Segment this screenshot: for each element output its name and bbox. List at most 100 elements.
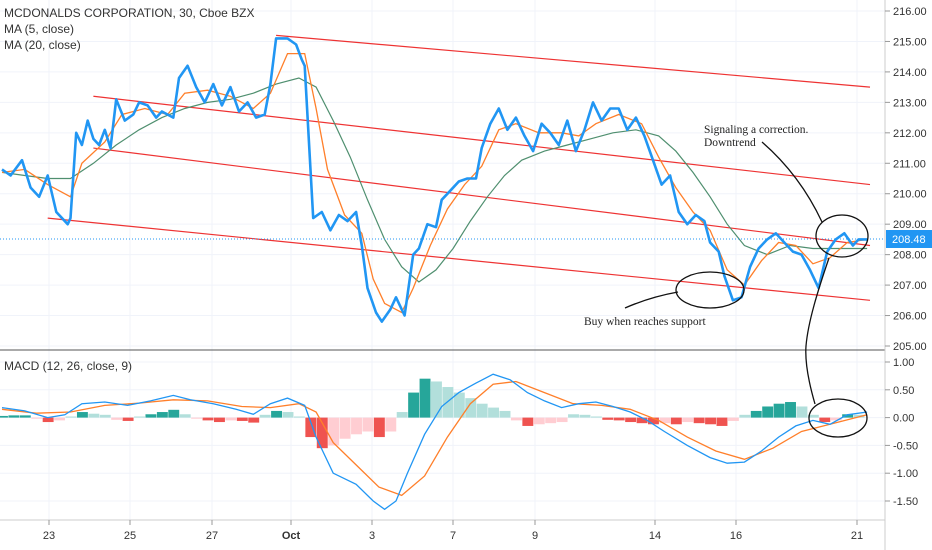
time-tick-label: 23	[43, 530, 55, 542]
macd-histogram-bar	[111, 417, 123, 420]
macd-histogram-bar	[796, 406, 808, 418]
trendline-layer[interactable]	[47, 34, 871, 301]
arrow-to-support	[624, 291, 679, 309]
macd-histogram-bar	[727, 417, 739, 421]
macd-histogram-bar	[705, 417, 717, 425]
macd-histogram-bar	[773, 403, 785, 418]
macd-histogram-bar	[602, 417, 614, 420]
macd-histogram-bar	[396, 412, 408, 418]
circle-correction	[815, 214, 869, 258]
macd-histogram-bar	[168, 409, 180, 418]
trendline	[47, 217, 871, 301]
macd-line	[1, 373, 868, 511]
ma20-line	[1, 77, 868, 283]
macd-histogram-bar	[54, 417, 66, 421]
macd-histogram-bar	[431, 381, 442, 418]
price-tick-label: 211.00	[893, 158, 926, 170]
macd-histogram-bar	[785, 402, 796, 418]
macd-histogram-bar	[613, 417, 625, 421]
annotation-layer: Signaling a correction. Downtrend Buy wh…	[584, 124, 869, 438]
macd-histogram-bar	[214, 417, 225, 423]
macd-histogram-bar	[739, 414, 751, 418]
macd-histogram-bar	[465, 398, 477, 418]
macd-histogram-bar	[807, 414, 819, 418]
macd-histogram-bar	[625, 417, 637, 423]
macd-histogram-bar	[716, 417, 728, 426]
price-tick-label: 209.00	[893, 219, 927, 231]
macd-histogram-bar	[31, 417, 43, 419]
macd-histogram-bar	[236, 417, 248, 421]
macd-histogram-bar	[122, 417, 134, 421]
time-tick-label: 9	[532, 530, 538, 542]
circle-support	[675, 271, 745, 309]
price-tick-label: 215.00	[893, 36, 927, 48]
axis-labels-layer: 205.00206.00207.00208.00209.00210.00211.…	[43, 6, 927, 542]
macd-histogram-bar	[373, 417, 385, 438]
price-tick-label: 210.00	[893, 189, 927, 201]
macd-tick-label: 0.00	[893, 413, 914, 425]
time-tick-label: 3	[369, 530, 375, 542]
macd-tick-label: -0.50	[893, 440, 918, 452]
macd-histogram-bar	[750, 410, 762, 418]
macd-histogram-bar	[134, 416, 145, 418]
macd-histogram-bar	[42, 417, 54, 423]
macd-histogram-bar	[191, 417, 203, 419]
time-tick-label: 16	[730, 530, 742, 542]
macd-histogram-bar	[362, 417, 374, 432]
legend-ma20: MA (20, close)	[4, 38, 81, 52]
macd-histogram-bar	[568, 414, 579, 418]
annotation-support: Buy when reaches support	[584, 316, 706, 328]
macd-histogram-bar	[202, 417, 214, 421]
macd-histogram-bar	[225, 417, 237, 421]
macd-title: MACD (12, 26, close, 9)	[4, 359, 132, 373]
price-tick-label: 216.00	[893, 6, 927, 18]
macd-histogram-bar	[328, 417, 340, 446]
macd-histogram-bar	[179, 414, 191, 418]
trendline	[93, 95, 871, 186]
macd-histogram-bar	[830, 417, 842, 421]
time-tick-label: 21	[851, 530, 863, 542]
last-price-tag	[886, 230, 932, 248]
macd-histogram-bar	[0, 415, 8, 418]
macd-histogram-bar	[762, 406, 774, 418]
macd-histogram-bar	[65, 416, 77, 418]
macd-histogram-bar	[282, 412, 294, 418]
macd-histogram-bar	[533, 417, 545, 425]
trendline	[93, 147, 871, 247]
price-tick-label: 214.00	[893, 67, 927, 79]
chart-title: MCDONALDS CORPORATION, 30, Cboe BZX	[4, 6, 255, 20]
macd-histogram-bar	[19, 415, 31, 418]
macd-tick-label: -1.00	[893, 468, 918, 480]
macd-tick-label: 0.50	[893, 385, 914, 397]
annotation-correction: Signaling a correction.	[704, 124, 809, 136]
price-tick-label: 205.00	[893, 341, 927, 353]
time-tick-label: 27	[206, 530, 218, 542]
macd-signal-line	[1, 380, 868, 497]
time-tick-label: 14	[649, 530, 661, 542]
macd-histogram-bar	[819, 417, 831, 423]
price-tick-label: 212.00	[893, 128, 927, 140]
macd-histogram-bar	[316, 417, 328, 449]
price-tick-label: 206.00	[893, 311, 927, 323]
macd-histogram-bar	[590, 416, 602, 418]
macd-histogram-bar	[636, 417, 648, 424]
macd-histogram-bar	[682, 417, 694, 423]
macd-histogram-bar	[693, 417, 705, 424]
macd-histogram-bar	[99, 414, 111, 418]
price-tick-label: 208.00	[893, 250, 927, 262]
macd-histogram-bar	[545, 417, 557, 424]
macd-histogram-bar	[842, 414, 854, 418]
macd-histogram-bar	[510, 417, 522, 421]
macd-histogram-bar	[293, 416, 305, 418]
time-tick-label: 7	[450, 530, 456, 542]
macd-histogram-bar	[453, 392, 465, 418]
arrow-to-correction	[761, 141, 823, 223]
annotation-downtrend: Downtrend	[704, 137, 756, 149]
macd-histogram-bar	[156, 412, 168, 418]
time-tick-label: 25	[124, 530, 136, 542]
macd-histogram-bar	[248, 417, 260, 423]
price-tick-label: 213.00	[893, 97, 927, 109]
macd-histogram-bar	[488, 407, 500, 418]
